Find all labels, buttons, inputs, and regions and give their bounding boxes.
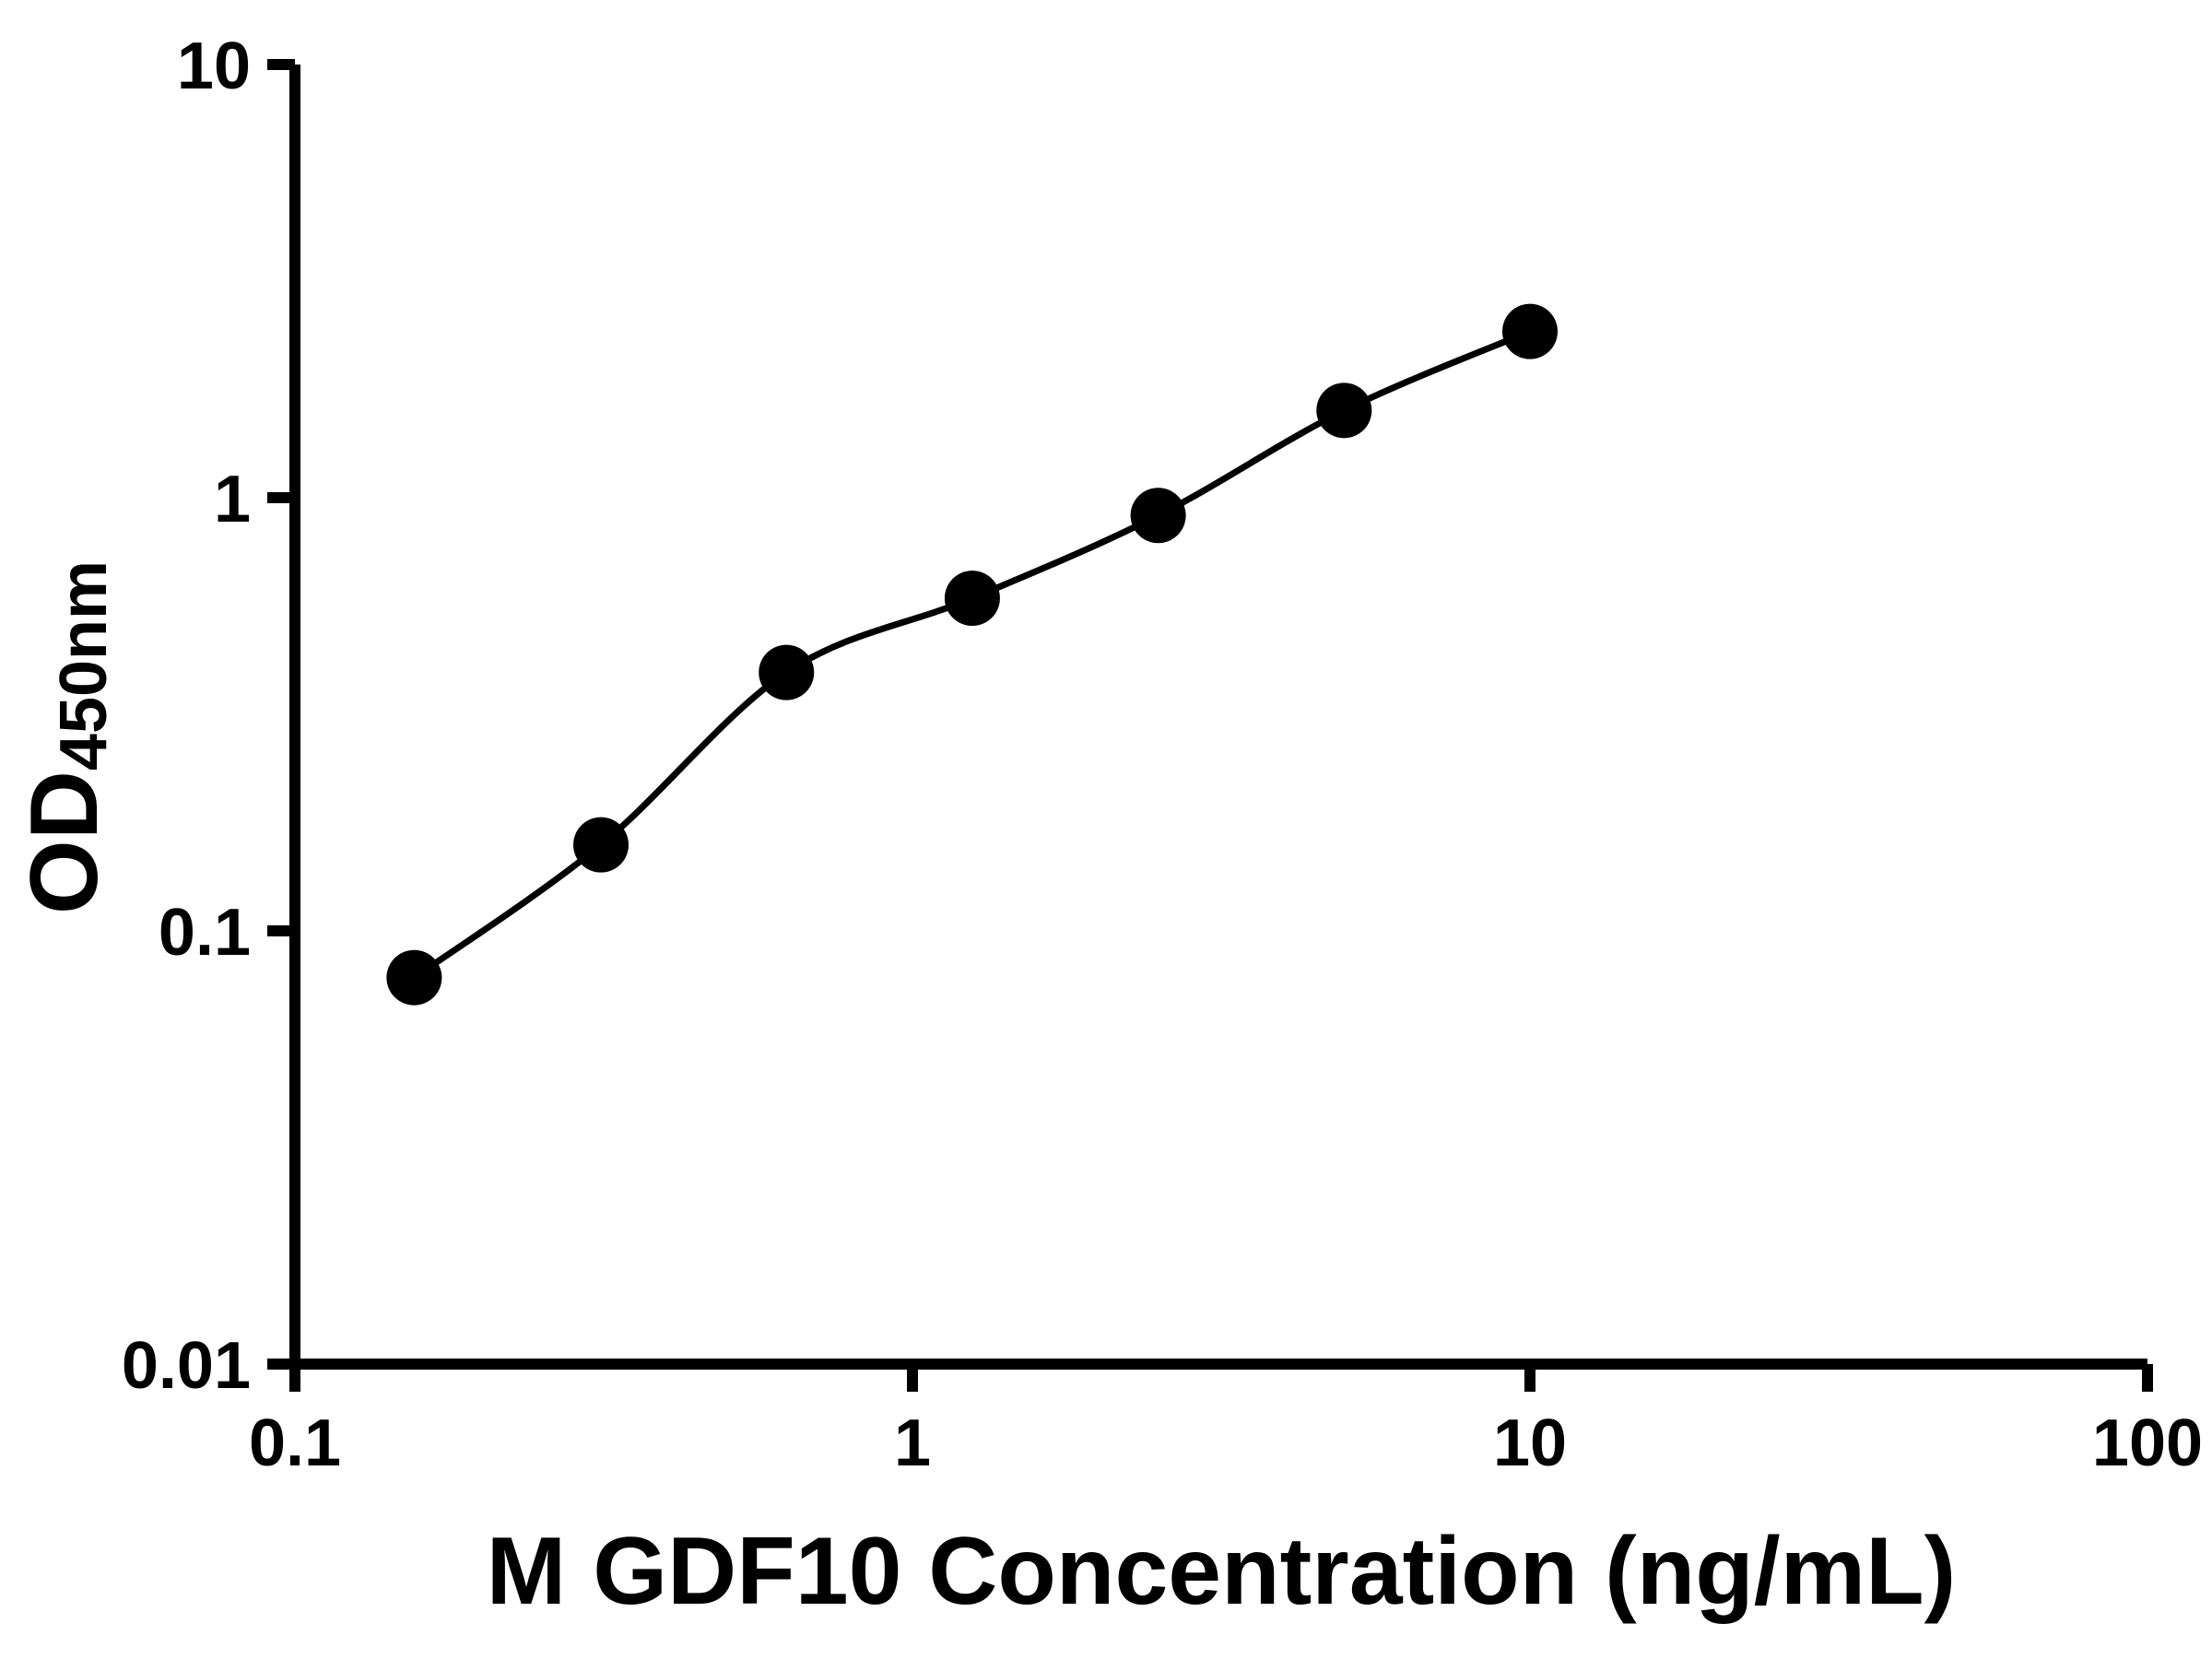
x-tick-label: 0.1 [249, 1406, 341, 1480]
y-tick-label: 0.1 [159, 896, 251, 970]
y-tick-label: 1 [214, 463, 251, 536]
y-axis-title-main: OD [11, 771, 118, 914]
data-point [759, 644, 815, 700]
x-axis-title: M GDF10 Concentration (ng/mL) [487, 1518, 1957, 1625]
data-points-layer [386, 303, 1558, 1006]
tick-marks [267, 59, 2153, 1392]
y-tick-label: 0.01 [122, 1329, 251, 1403]
axis-spines [289, 65, 2147, 1370]
data-point [1130, 488, 1186, 544]
y-tick-label: 10 [177, 29, 251, 103]
x-tick-label: 100 [2092, 1406, 2203, 1480]
x-tick-label: 1 [894, 1406, 931, 1480]
data-point [1502, 303, 1558, 359]
data-point [573, 817, 629, 873]
axes [289, 65, 2147, 1370]
y-axis-title-sub: 450nm [47, 560, 121, 771]
data-point [944, 571, 1000, 627]
data-point [1316, 382, 1372, 439]
x-tick-label: 10 [1493, 1406, 1567, 1480]
data-point [386, 949, 442, 1006]
y-axis-title: OD450nm [11, 560, 121, 914]
